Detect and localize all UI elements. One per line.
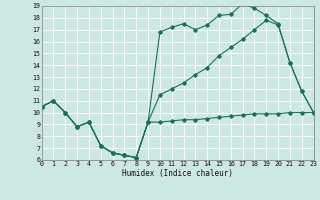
- X-axis label: Humidex (Indice chaleur): Humidex (Indice chaleur): [122, 169, 233, 178]
